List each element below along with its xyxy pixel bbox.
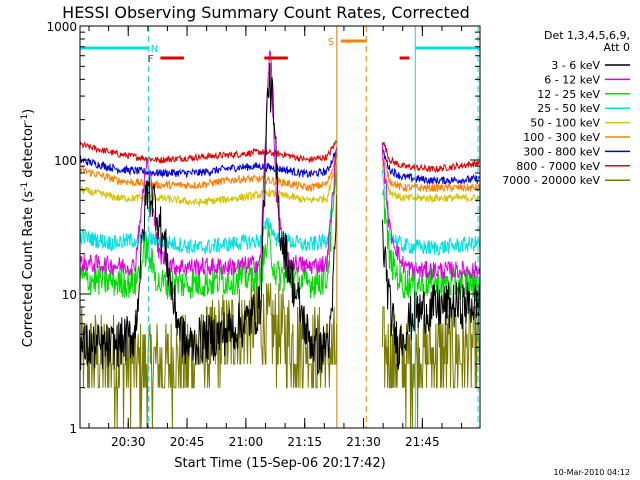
legend-label-50-100-kev: 50 - 100 keV	[530, 117, 600, 130]
x-tick-label-20-30: 20:30	[111, 435, 146, 449]
series-line-3-6-kev	[79, 63, 480, 375]
y-axis-label-mid: detector	[21, 122, 36, 182]
footer-date: 10-Mar-2010 04:12	[554, 468, 631, 477]
legend-label-7000-20000-kev: 7000 - 20000 keV	[502, 174, 600, 187]
legend-label-800-7000-kev: 800 - 7000 keV	[516, 160, 600, 173]
legend-label-300-800-kev: 300 - 800 keV	[523, 145, 600, 158]
saa-label-0: S	[328, 37, 334, 48]
y-axis-label-sup2: -1	[20, 114, 30, 123]
x-tick-label-21-30: 21:30	[346, 435, 381, 449]
legend-label-12-25-kev: 12 - 25 keV	[537, 88, 600, 101]
legend-header-attenuator: Att 0	[604, 41, 630, 54]
y-axis-label-end: )	[21, 109, 36, 114]
x-tick-label-21-45: 21:45	[405, 435, 440, 449]
plot-frame	[79, 25, 481, 429]
series-line-800-7000-kev	[79, 139, 480, 174]
y-tick-label-100: 100	[54, 154, 77, 168]
x-tick-label-21-15: 21:15	[287, 435, 322, 449]
x-tick-label-20-45: 20:45	[170, 435, 205, 449]
legend-label-3-6-kev: 3 - 6 keV	[551, 59, 600, 72]
y-tick-label-10: 10	[62, 288, 77, 302]
y-axis-label: Corrected Count Rate (s-1 detector-1)	[20, 109, 36, 347]
x-tick-label-21-00: 21:00	[229, 435, 264, 449]
y-axis-label-main: Corrected Count Rate (s	[21, 191, 36, 348]
axis-layer: 1 10 100 1000 20:30 20:45 21:00 21:15 21:30 21:45	[46, 20, 480, 449]
y-tick-label-1000: 1000	[46, 20, 77, 34]
series-line-25-50-kev	[79, 165, 480, 256]
legend-header-detectors: Det 1,3,4,5,6,9,	[544, 29, 630, 42]
series-layer	[79, 50, 480, 429]
series-line-300-800-kev	[79, 147, 480, 186]
legend-label-6-12-kev: 6 - 12 keV	[544, 73, 600, 86]
x-axis-label: Start Time (15-Sep-06 20:17:42)	[174, 456, 385, 471]
legend-label-100-300-kev: 100 - 300 keV	[523, 131, 600, 144]
legend-label-25-50-kev: 25 - 50 keV	[537, 102, 600, 115]
y-axis-label-sup1: -1	[20, 182, 30, 191]
series-line-50-100-kev	[79, 162, 480, 207]
y-tick-label-1: 1	[69, 422, 77, 436]
flag-label-0: F	[148, 54, 154, 65]
mode-label-0: N	[151, 44, 158, 55]
series-line-100-300-kev	[79, 152, 480, 193]
series-line-6-12-kev	[79, 50, 480, 280]
chart-title: HESSI Observing Summary Count Rates, Cor…	[62, 3, 470, 22]
